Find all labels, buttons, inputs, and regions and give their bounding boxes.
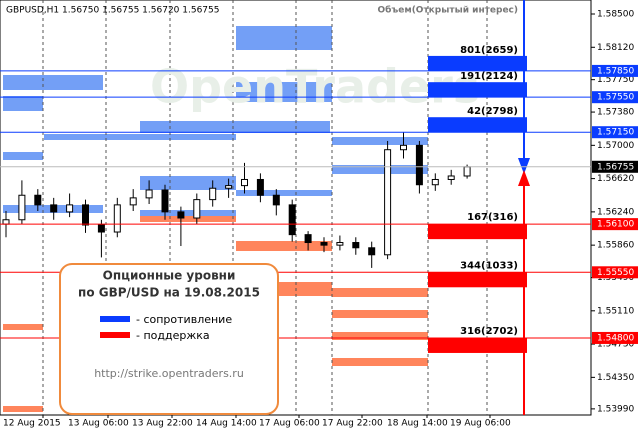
candle-body (336, 242, 344, 246)
candle-body (384, 149, 392, 256)
candle-body (463, 166, 471, 177)
candle-body (2, 219, 10, 225)
candle-body (225, 185, 233, 189)
candle-body (256, 178, 264, 196)
price-box (592, 331, 638, 344)
candle-body (113, 204, 121, 233)
x-tick-label: 19 Aug 06:00 (450, 419, 511, 429)
x-tick-label: 18 Aug 14:00 (387, 419, 448, 429)
y-tick-label: 1.58500 (597, 10, 634, 20)
candle-body (431, 178, 439, 186)
price-box (592, 91, 638, 104)
candle-body (352, 242, 360, 249)
level-bar (428, 55, 527, 71)
level-bar (428, 224, 527, 240)
candle-body (18, 194, 26, 221)
candle-body (272, 194, 280, 206)
box-title: Опционные уровни (103, 269, 236, 283)
y-tick-label: 1.57000 (597, 141, 634, 151)
x-tick-label: 17 Aug 22:00 (322, 419, 383, 429)
price-box (592, 218, 638, 231)
candle-body (288, 204, 296, 236)
level-bar (428, 82, 527, 98)
level-bar (428, 272, 527, 288)
x-tick-label: 17 Aug 06:00 (259, 419, 320, 429)
y-tick-label: 1.58120 (597, 43, 634, 53)
legend-label: - сопротивление (136, 313, 232, 326)
candle-body (82, 204, 89, 226)
y-tick-label: 1.55110 (597, 306, 634, 316)
header: GBPUSD,H1 1.56750 1.56755 1.56720 1.5675… (6, 6, 219, 16)
resistance-arrowhead (518, 158, 530, 174)
last-price-label: 1.56755 (597, 162, 634, 172)
level-bar (428, 337, 527, 353)
level-text: 316(2702) (460, 326, 518, 337)
price-box-label: 1.54800 (597, 333, 634, 343)
candle-body (415, 144, 423, 186)
candle-body (97, 224, 105, 233)
candle-body (368, 247, 376, 256)
x-tick-label: 13 Aug 22:00 (132, 419, 193, 429)
candle-body (209, 187, 217, 201)
price-box-label: 1.57550 (597, 93, 634, 103)
candle-body (66, 204, 74, 213)
y-tick-label: 1.54730 (597, 340, 634, 350)
candle-body (161, 189, 169, 213)
candle-body (177, 211, 185, 219)
candle-body (447, 175, 455, 180)
y-tick-label: 1.56620 (597, 174, 634, 184)
candle-body (193, 199, 201, 219)
level-text: 191(2124) (460, 71, 518, 82)
watermark: OpenTraders (150, 60, 480, 114)
level-text: 344(1033) (460, 260, 518, 271)
price-box-label: 1.57150 (597, 128, 634, 138)
y-tick-label: 1.56240 (597, 207, 634, 217)
x-tick-label: 14 Aug 14:00 (196, 419, 257, 429)
legend-swatch (100, 332, 130, 338)
y-tick-label: 1.57750 (597, 75, 634, 85)
level-text: 167(316) (467, 212, 518, 223)
candle-body (400, 144, 407, 151)
candle-body (145, 189, 153, 199)
legend-label: - поддержка (136, 329, 210, 342)
x-tick-label: 13 Aug 06:00 (68, 419, 129, 429)
level-text: 42(2798) (467, 106, 518, 117)
price-box-label: 1.55550 (597, 268, 634, 278)
y-tick-label: 1.57380 (597, 108, 634, 118)
candle-body (34, 194, 42, 206)
info-box (59, 263, 279, 415)
legend-swatch (100, 316, 130, 322)
indicator-title: Объем(Открытый интерес) (378, 5, 518, 16)
candle-body (304, 234, 312, 244)
y-tick-label: 1.55860 (597, 241, 634, 251)
x-tick-label: 12 Aug 2015 (3, 419, 61, 429)
price-box (592, 126, 638, 139)
candle-body (241, 178, 248, 187)
box-subtitle: по GBP/USD на 19.08.2015 (78, 286, 260, 300)
level-text: 801(2659) (460, 45, 518, 56)
level-bar (428, 117, 527, 133)
price-box-label: 1.57850 (597, 66, 634, 76)
candle-body (129, 197, 137, 206)
last-price-box (592, 160, 638, 173)
candle-body (320, 242, 328, 246)
candle-body (50, 204, 58, 213)
price-box (592, 266, 638, 279)
y-tick-label: 1.54350 (597, 373, 634, 383)
support-arrowhead (518, 170, 530, 186)
y-tick-label: 1.53990 (597, 404, 634, 414)
price-box (592, 64, 638, 77)
price-box-label: 1.56100 (597, 220, 634, 230)
box-url: http://strike.opentraders.ru (94, 367, 244, 380)
